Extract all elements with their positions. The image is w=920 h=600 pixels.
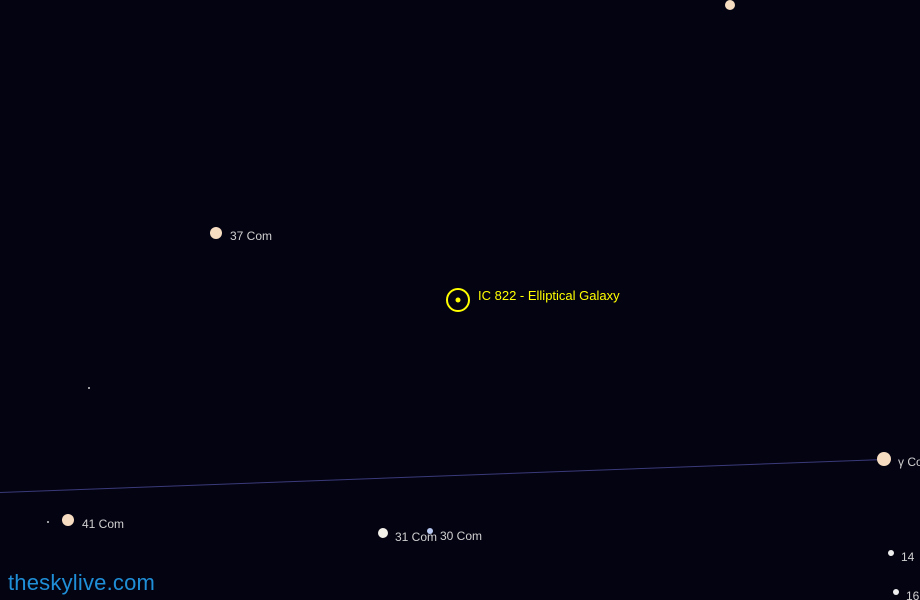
star-top-star: [725, 0, 735, 10]
star-label-41-com: 41 Com: [82, 517, 124, 531]
tiny-star-0: [88, 387, 90, 389]
target-label: IC 822 - Elliptical Galaxy: [478, 288, 620, 303]
star-label-14: 14: [901, 550, 914, 564]
watermark: theskylive.com: [8, 570, 155, 596]
star-16-c: [893, 589, 899, 595]
star-41-com: [62, 514, 74, 526]
target-marker-dot: [456, 298, 461, 303]
star-label-37-com: 37 Com: [230, 229, 272, 243]
constellation-line: [0, 459, 884, 493]
star-label-16-c: 16 C: [906, 589, 920, 600]
tiny-star-1: [47, 521, 49, 523]
star-label-gamma-com: γ Co: [898, 455, 920, 469]
star-37-com: [210, 227, 222, 239]
star-31-com: [378, 528, 388, 538]
star-30-com: [427, 528, 433, 534]
star-14: [888, 550, 894, 556]
star-label-30-com: 30 Com: [440, 529, 482, 543]
star-chart: 37 Com41 Com31 Com30 Comγ Co1416 C IC 82…: [0, 0, 920, 600]
star-gamma-com: [877, 452, 891, 466]
